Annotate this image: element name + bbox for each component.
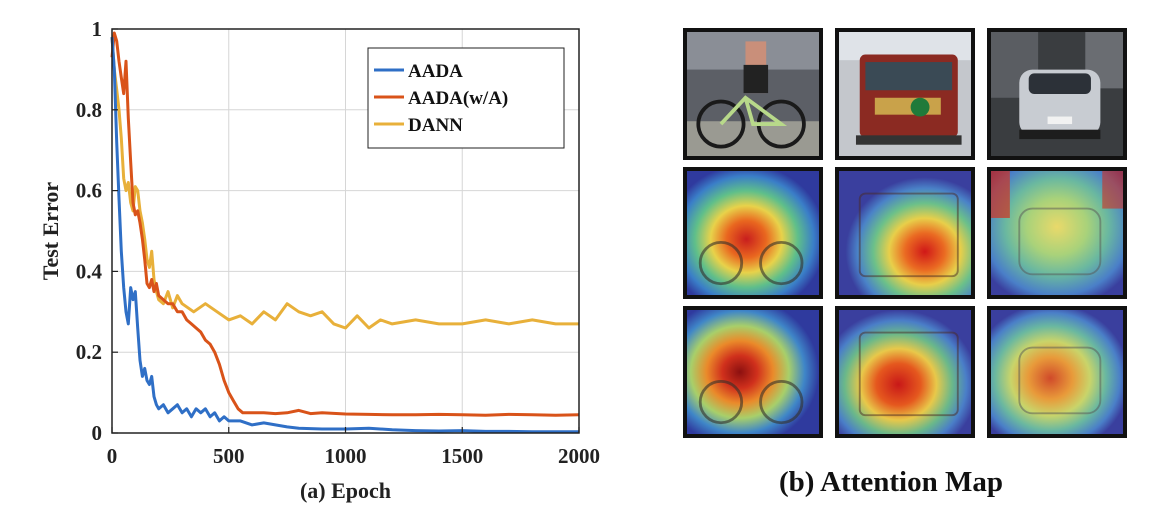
legend-label: DANN (408, 115, 463, 136)
chart-series-lines (110, 31, 580, 434)
bicycle-photo (683, 28, 823, 160)
bicycle-attention-map-2 (683, 306, 823, 438)
bus-attention-map-2 (835, 306, 975, 438)
x-tick-label: 2000 (558, 444, 600, 468)
y-tick-label: 0.6 (76, 179, 102, 203)
y-axis-title: Test Error (38, 182, 63, 281)
bus-photo (835, 28, 975, 160)
series-line-dann (110, 36, 579, 330)
x-tick-label: 1000 (325, 444, 367, 468)
car-photo (987, 28, 1127, 160)
car-attention-map-1 (987, 167, 1127, 299)
chart-legend: AADA AADA(w/A) DANN (367, 47, 565, 149)
y-tick-label: 1 (92, 17, 103, 41)
x-tick-label: 1500 (441, 444, 483, 468)
x-tick-label: 500 (213, 444, 245, 468)
series-line-aada-w-a (110, 31, 580, 417)
x-tick-label: 0 (107, 444, 118, 468)
x-axis-title: (a) Epoch (300, 478, 391, 503)
attention-map-caption: (b) Attention Map (779, 466, 1003, 498)
attention-map-grid (683, 28, 1127, 438)
y-tick-label: 0.2 (76, 340, 102, 364)
bus-attention-map-1 (835, 167, 975, 299)
y-tick-label: 0.4 (76, 259, 103, 283)
series-line-aada (110, 36, 579, 434)
legend-label: AADA (408, 61, 463, 82)
axis-ticks: 0 500 1000 1500 2000 0 0.2 0.4 0.6 0.8 1 (76, 17, 600, 468)
y-tick-label: 0.8 (76, 98, 102, 122)
bicycle-attention-map-1 (683, 167, 823, 299)
test-error-line-chart: 0 500 1000 1500 2000 0 0.2 0.4 0.6 0.8 1 (a) Epoch… (38, 17, 600, 503)
legend-label: AADA(w/A) (408, 88, 508, 109)
car-attention-map-2 (987, 306, 1127, 438)
y-tick-label: 0 (92, 421, 103, 445)
